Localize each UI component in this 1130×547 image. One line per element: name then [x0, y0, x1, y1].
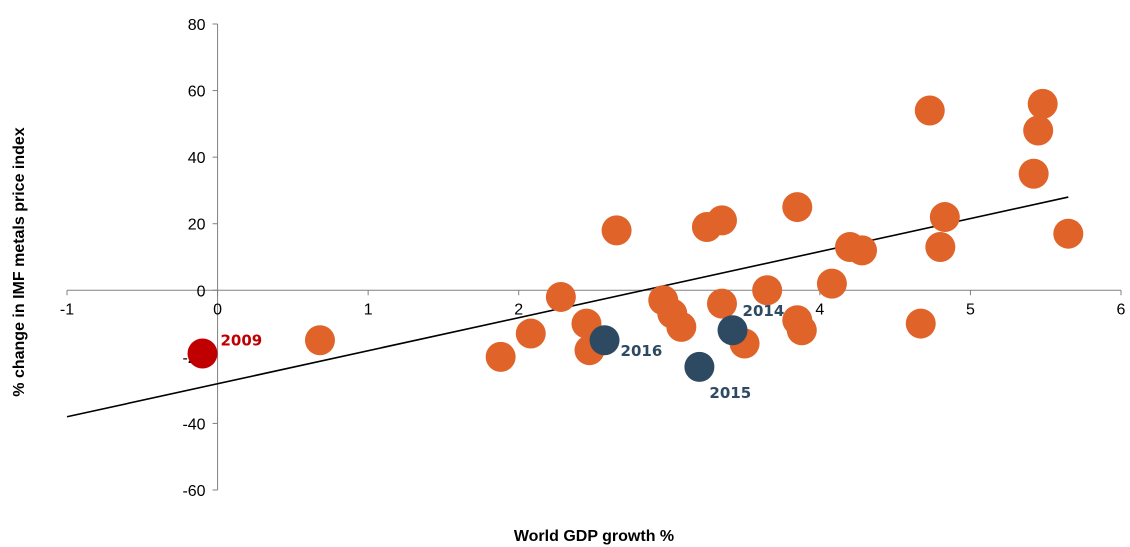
- y-tick-label: 40: [188, 150, 206, 167]
- point-label-2009: 2009: [221, 332, 263, 350]
- axes: -10123456806040200-20-40-60: [60, 17, 1126, 500]
- data-point-2014: [717, 315, 748, 346]
- x-tick-label: 2: [514, 301, 523, 318]
- point-labels-layer: 2009 2016 2015 2014: [221, 302, 785, 402]
- data-point: [304, 325, 335, 356]
- data-point: [929, 202, 960, 233]
- point-label-2015: 2015: [709, 384, 751, 402]
- data-point: [816, 268, 847, 299]
- x-tick-label: 0: [213, 301, 222, 318]
- y-tick-label: 60: [188, 84, 206, 101]
- data-point: [752, 275, 783, 306]
- data-point: [545, 281, 576, 312]
- data-point: [601, 215, 632, 246]
- x-tick-label: 4: [815, 301, 824, 318]
- y-tick-label: 20: [188, 217, 206, 234]
- y-tick-label: -60: [182, 483, 205, 500]
- point-label-2016: 2016: [621, 342, 663, 360]
- point-label-2014: 2014: [743, 302, 785, 320]
- data-point: [706, 205, 737, 236]
- y-tick-label: 0: [197, 283, 206, 300]
- y-axis-title: % change in IMF metals price index: [11, 127, 28, 397]
- data-point: [782, 192, 813, 223]
- x-tick-label: 6: [1117, 301, 1126, 318]
- data-point: [485, 341, 516, 372]
- data-point: [515, 318, 546, 349]
- data-point: [706, 288, 737, 319]
- points-layer: [187, 88, 1084, 382]
- data-point: [1023, 115, 1054, 146]
- data-point: [1027, 88, 1058, 119]
- x-tick-label: 5: [966, 301, 975, 318]
- x-axis-title: World GDP growth %: [514, 528, 674, 545]
- data-point: [1053, 218, 1084, 249]
- data-point-2009: [187, 338, 218, 369]
- data-point-2015: [684, 351, 715, 382]
- x-tick-label: -1: [60, 301, 74, 318]
- data-point: [786, 315, 817, 346]
- data-point-2016: [589, 325, 620, 356]
- data-point: [1018, 158, 1049, 189]
- data-point: [847, 235, 878, 266]
- data-point: [914, 95, 945, 126]
- y-tick-label: -40: [182, 416, 205, 433]
- y-tick-label: 80: [188, 17, 206, 34]
- data-point: [666, 311, 697, 342]
- x-tick-label: 1: [364, 301, 373, 318]
- data-point: [925, 232, 956, 263]
- data-point: [905, 308, 936, 339]
